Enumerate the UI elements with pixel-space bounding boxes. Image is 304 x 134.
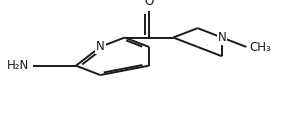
- Text: CH₃: CH₃: [249, 41, 271, 54]
- Text: N: N: [96, 40, 105, 53]
- Text: H₂N: H₂N: [7, 59, 29, 72]
- Text: O: O: [144, 0, 154, 8]
- Text: N: N: [218, 31, 226, 44]
